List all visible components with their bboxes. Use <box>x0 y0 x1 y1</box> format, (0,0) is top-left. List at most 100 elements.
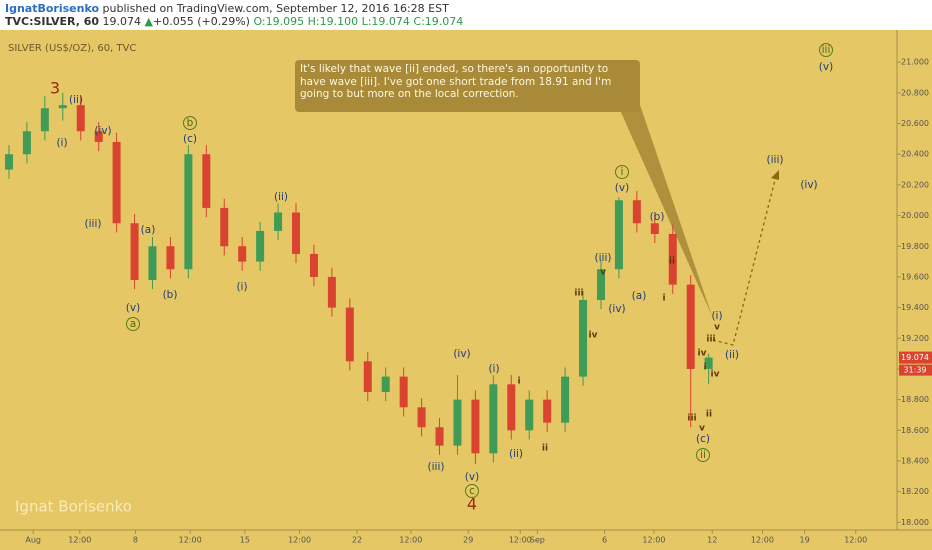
wave-label: ii <box>700 449 706 461</box>
readout-o: O:19.095 <box>253 15 304 28</box>
candle-body <box>4 154 13 170</box>
wave-circle <box>183 116 197 130</box>
x-tick-label: 12:00 <box>509 536 532 545</box>
candle-body <box>309 253 318 277</box>
y-tick-label: 19.800 <box>901 242 929 251</box>
x-tick-label: 15 <box>240 536 250 545</box>
y-tick-label: 18.600 <box>901 426 929 435</box>
wave-label: ii <box>542 444 548 454</box>
wave-label: b <box>187 117 194 129</box>
readout-h: H:19.100 <box>308 15 358 28</box>
wave-label: (i) <box>236 281 247 293</box>
note-text: It's likely that wave [ii] ended, so the… <box>300 63 612 100</box>
wave-label: (a) <box>141 224 156 236</box>
candle-body <box>40 108 49 132</box>
y-tick-label: 18.200 <box>901 487 929 496</box>
candle-body <box>363 361 372 392</box>
wave-label: i <box>517 377 520 387</box>
wave-label: v <box>600 268 606 278</box>
candle-body <box>489 384 498 454</box>
candle-body <box>22 131 31 155</box>
last-price: 19.074 <box>103 15 142 28</box>
chart-title: SILVER (US$/OZ), 60, TVC <box>8 43 136 54</box>
wave-label: iii <box>706 335 715 345</box>
candle-body <box>614 200 623 270</box>
candle-body <box>668 233 677 285</box>
candle-body <box>417 407 426 428</box>
wave-label: iii <box>822 44 831 56</box>
x-tick-label: 19 <box>800 536 810 545</box>
candle-body <box>274 212 283 231</box>
wave-label: c <box>469 485 475 497</box>
wave-label: ii <box>669 257 675 267</box>
wave-label: (v) <box>465 471 479 483</box>
wave-label: (i) <box>488 363 499 375</box>
wave-label: (iii) <box>85 218 102 230</box>
candle-body <box>525 399 534 431</box>
candle-body <box>130 223 139 280</box>
candle-body <box>399 376 408 408</box>
wave-label: iv <box>698 349 707 359</box>
note-box <box>295 60 640 112</box>
wave-label: (c) <box>183 133 197 145</box>
candle-body <box>112 141 121 224</box>
candle-body <box>435 427 444 446</box>
candle-body <box>579 299 588 377</box>
y-tick-label: 19.400 <box>901 303 929 312</box>
price-tag-box <box>899 351 932 364</box>
candle-body <box>561 376 570 423</box>
y-tick-label: 18.400 <box>901 456 929 465</box>
y-tick-label: 20.200 <box>901 180 929 189</box>
wave-label: iv <box>711 370 720 380</box>
wave-circle <box>615 165 629 179</box>
x-tick-label: 12:00 <box>288 536 311 545</box>
candle-body <box>238 246 247 262</box>
countdown: 31:39 <box>903 366 926 375</box>
y-tick-label: 20.400 <box>901 150 929 159</box>
x-tick-label: 8 <box>133 536 138 545</box>
candle-body <box>345 307 354 362</box>
candle-body <box>686 284 695 369</box>
author[interactable]: IgnatBorisenko <box>5 2 99 15</box>
x-tick-label: 12:00 <box>179 536 202 545</box>
wave-label: (v) <box>126 302 140 314</box>
candle-body <box>471 399 480 454</box>
symbol-line: TVC:SILVER, 60 19.074 ▲+0.055 (+0.29%) O… <box>5 15 463 28</box>
wave-label: iii <box>687 414 696 424</box>
wave-circle <box>819 43 833 57</box>
candle-body <box>543 399 552 423</box>
wave-label: (ii) <box>509 448 523 460</box>
note-wrap: It's likely that wave [ii] ended, so the… <box>300 63 612 100</box>
wave-label: (ii) <box>725 349 739 361</box>
candle-body <box>381 376 390 392</box>
x-tick-label: 22 <box>352 536 362 545</box>
wave-circle <box>465 484 479 498</box>
candle-body <box>292 212 301 254</box>
wave-label: (b) <box>163 289 178 301</box>
wave-label: (i) <box>56 137 67 149</box>
projection-path <box>712 175 777 346</box>
y-tick-label: 20.000 <box>901 211 929 220</box>
y-tick-label: 19.200 <box>901 334 929 343</box>
wave-label: (iv) <box>453 348 470 360</box>
header-line: IgnatBorisenko published on TradingView.… <box>5 2 449 15</box>
wave-label: (ii) <box>274 191 288 203</box>
candle-body <box>650 223 659 234</box>
wave-label: (i) <box>711 310 722 322</box>
readout-l: L:19.074 <box>362 15 410 28</box>
wave-label: (a) <box>632 290 647 302</box>
change: +0.055 (+0.29%) <box>153 15 250 28</box>
watermark: Ignat Borisenko <box>15 498 132 516</box>
note-pointer <box>620 105 712 316</box>
candle-body <box>632 200 641 224</box>
x-tick-label: 12:00 <box>642 536 665 545</box>
x-tick-label: 29 <box>463 536 473 545</box>
candle-body <box>76 105 85 132</box>
candle-body <box>507 384 516 431</box>
wave-label: (ii) <box>69 94 83 106</box>
candle-body <box>220 207 229 247</box>
wave-label: (iv) <box>608 303 625 315</box>
projection-arrowhead <box>771 170 779 180</box>
